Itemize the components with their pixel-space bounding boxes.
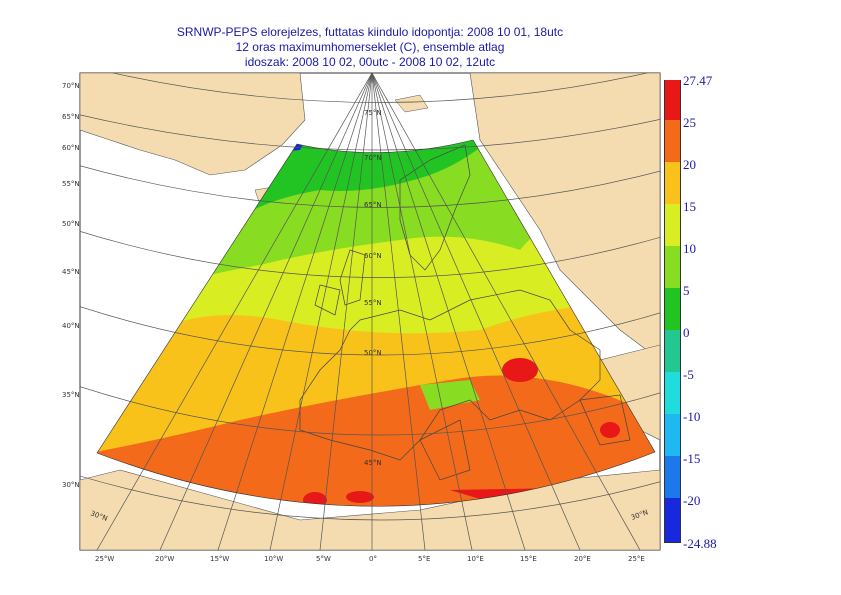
colorbar-label-m5: -5 [683,367,694,382]
inner-lat-50: 50°N [364,349,382,357]
title-line-3: idoszak: 2008 10 02, 00utc - 2008 10 02,… [244,55,496,69]
colorbar-label-m10: -10 [683,409,701,424]
title-line-1: SRNWP-PEPS elorejelzes, futtatas kiindul… [176,25,564,39]
colorbar-band-5 [664,246,681,288]
graticule [80,73,660,550]
colorbar-band-7 [664,330,681,372]
colorbar-label-0: 0 [683,325,690,340]
colorbar-label-15: 15 [683,199,696,214]
inner-lat-60: 60°N [364,252,382,260]
colorbar-band-8 [664,372,681,414]
colorbar-band-1 [664,80,681,120]
colorbar-label-min: -24.88 [683,536,717,551]
lon-label-0: 0° [369,555,377,563]
inner-lat-70: 70°N [364,154,382,162]
lat-label-40: 40°N [62,322,80,330]
colorbar-label-20: 20 [683,157,696,172]
colorbar-band-10 [664,456,681,498]
lat-label-35: 35°N [62,391,80,399]
colorbar-band-2 [664,120,681,162]
colorbar-band-11 [664,498,681,543]
lon-label-5e: 5°E [418,555,431,563]
lon-label-15w: 15°W [210,555,230,563]
lat-label-45: 45°N [62,268,80,276]
lat-label-65: 65°N [62,113,80,121]
inner-lat-55: 55°N [364,299,382,307]
colorbar-label-5: 5 [683,283,690,298]
lon-label-5w: 5°W [316,555,331,563]
inner-lat-75: 75°N [364,109,382,117]
colorbar-band-4 [664,204,681,246]
lon-label-10w: 10°W [264,555,284,563]
lat-label-50: 50°N [62,220,80,228]
lat-label-60: 60°N [62,144,80,152]
colorbar-label-25: 25 [683,115,696,130]
lat-label-70: 70°N [62,82,80,90]
colorbar-label-10: 10 [683,241,696,256]
title-line-2: 12 oras maximumhomerseklet (C), ensemble… [235,40,505,54]
colorbar-band-9 [664,414,681,456]
colorbar-band-6 [664,288,681,330]
lon-label-20e: 20°E [574,555,591,563]
lat-label-55: 55°N [62,180,80,188]
coastlines [299,144,631,481]
inner-lat-45: 45°N [364,459,382,467]
colorbar-band-3 [664,162,681,204]
colorbar-label-m15: -15 [683,451,701,466]
lon-label-25e: 25°E [628,555,645,563]
lon-label-10e: 10°E [467,555,484,563]
colorbar-label-m20: -20 [683,493,701,508]
lon-label-15e: 15°E [520,555,537,563]
lon-label-25w: 25°W [95,555,115,563]
lat-label-30: 30°N [62,481,80,489]
lon-label-20w: 20°W [155,555,175,563]
inner-lat-65: 65°N [364,201,382,209]
colorbar-label-max: 27.47 [683,73,713,88]
